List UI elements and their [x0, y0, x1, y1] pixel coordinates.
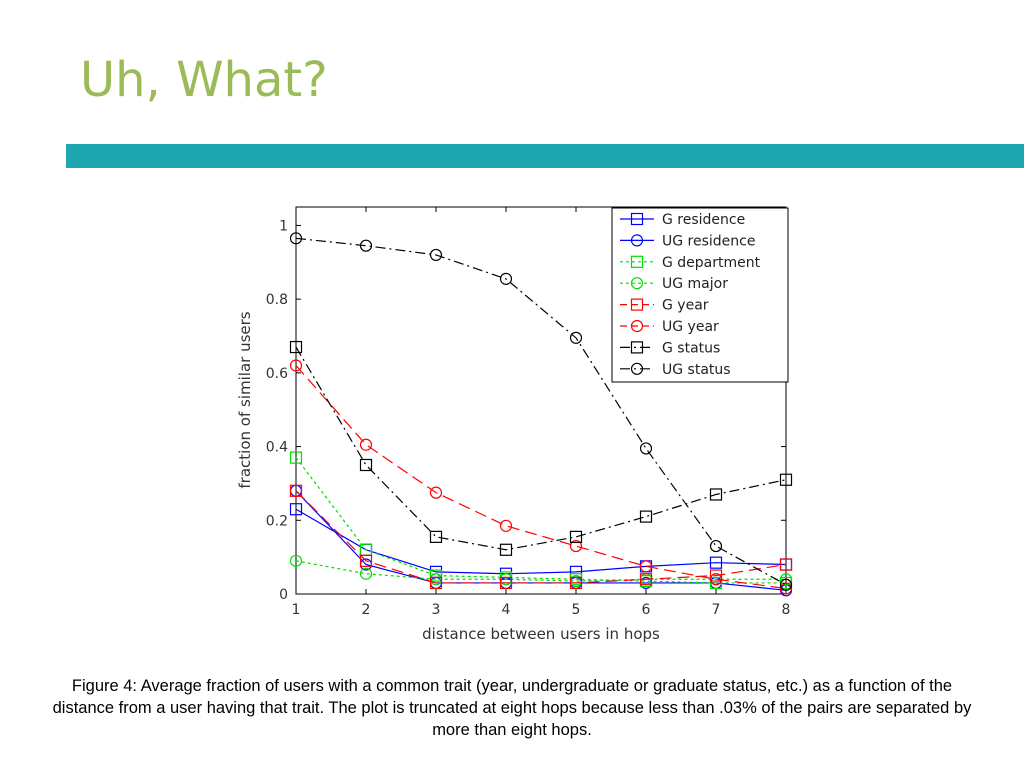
data-point-ug-year	[359, 438, 373, 451]
series-line-g-status	[295, 346, 787, 551]
x-tick-label: 1	[292, 602, 301, 618]
series-line-ug-status	[295, 237, 787, 586]
legend-marker	[630, 298, 644, 311]
x-tick-label: 4	[502, 602, 511, 618]
series-line-g-department	[295, 457, 786, 584]
legend-entry-g-residence: G residence	[620, 212, 745, 228]
data-point-g-status	[289, 340, 303, 354]
data-point-g-status	[429, 530, 443, 543]
data-point-ug-status	[359, 239, 373, 252]
title-accent-bar	[66, 144, 1024, 168]
data-point-ug-year	[499, 519, 513, 532]
legend-entry-g-department: G department	[620, 255, 761, 271]
y-axis-label: fraction of similar users	[236, 311, 254, 488]
x-axis-label: distance between users in hops	[422, 625, 660, 643]
legend-marker	[630, 319, 644, 333]
series-ug-year	[289, 359, 793, 595]
data-point-ug-year	[709, 573, 723, 586]
legend-label: UG major	[662, 276, 728, 292]
data-point-g-department	[289, 451, 303, 464]
data-point-g-residence	[289, 503, 303, 516]
series-lines	[289, 232, 793, 597]
data-point-g-year	[709, 569, 723, 582]
data-point-ug-major	[359, 567, 373, 580]
data-point-g-status	[359, 458, 373, 472]
data-point-ug-status	[639, 442, 653, 455]
legend-entry-ug-year: UG year	[620, 319, 719, 335]
data-point-g-status	[639, 510, 653, 523]
data-point-ug-year	[569, 539, 583, 553]
legend-marker	[630, 362, 644, 375]
legend-label: G residence	[662, 212, 745, 228]
legend-entry-ug-major: UG major	[620, 276, 728, 292]
data-point-g-status	[709, 488, 723, 501]
data-point-g-status	[499, 543, 513, 556]
legend-marker	[630, 234, 644, 247]
data-point-ug-status	[779, 578, 793, 591]
x-tick-label: 3	[432, 602, 441, 618]
legend-marker	[630, 277, 644, 290]
y-tick-label: 0	[279, 587, 288, 603]
data-point-ug-year	[639, 560, 653, 573]
series-line-ug-major	[295, 560, 786, 582]
line-chart: 1 2 3 4 5 6 7 8 0 0.2 0.4 0.6 0.8 1 distance between …	[236, 206, 793, 643]
data-point-g-department	[709, 576, 723, 590]
legend-entry-g-status: G status	[620, 340, 720, 356]
data-point-ug-status	[709, 539, 723, 553]
series-line-ug-year	[295, 365, 787, 590]
data-point-g-year	[569, 576, 583, 590]
legend-marker	[630, 341, 644, 354]
data-point-ug-year	[289, 359, 303, 372]
legend-label: G department	[662, 255, 761, 271]
data-point-g-status	[779, 473, 793, 486]
slide-title: Uh, What?	[80, 52, 328, 108]
x-tick-label: 2	[362, 602, 371, 618]
legend-label: UG year	[662, 319, 719, 335]
data-point-ug-year	[429, 486, 443, 499]
legend-label: G year	[662, 298, 709, 314]
series-line-g-year	[295, 490, 787, 584]
data-point-ug-status	[429, 248, 443, 262]
x-tick-label: 5	[572, 602, 581, 618]
data-point-ug-major	[289, 554, 303, 567]
legend: G residence UG residence G department UG ma…	[611, 207, 789, 383]
x-tick-label: 6	[642, 602, 651, 618]
legend-entry-ug-status: UG status	[620, 362, 731, 378]
series-g-status	[289, 340, 793, 556]
y-tick-label: 0.6	[266, 366, 288, 382]
legend-marker	[630, 255, 644, 268]
x-tick-label: 8	[782, 602, 791, 618]
y-tick-label: 1	[279, 218, 288, 234]
data-point-g-department	[429, 569, 443, 582]
legend-label: UG status	[662, 362, 731, 378]
legend-entry-ug-residence: UG residence	[620, 233, 755, 249]
y-tick-label: 0.2	[266, 513, 288, 529]
data-point-ug-major	[779, 573, 793, 586]
legend-label: G status	[662, 340, 720, 356]
data-point-g-year	[639, 573, 653, 586]
data-point-g-year	[499, 576, 513, 590]
legend-entry-g-year: G year	[620, 298, 709, 314]
x-tick-label: 7	[712, 602, 721, 618]
data-point-g-status	[569, 530, 583, 543]
data-point-ug-status	[499, 272, 513, 285]
y-tick-label: 0.8	[266, 292, 288, 308]
figure-caption: Figure 4: Average fraction of users with…	[52, 677, 972, 739]
series-g-year	[289, 484, 793, 590]
data-point-g-year	[289, 484, 303, 497]
data-point-g-year	[779, 558, 793, 571]
data-point-ug-status	[289, 232, 303, 245]
legend-marker	[630, 212, 644, 226]
data-point-g-year	[359, 554, 373, 567]
legend-label: UG residence	[662, 233, 755, 249]
data-point-g-residence	[709, 556, 723, 569]
data-point-ug-status	[569, 331, 583, 344]
series-ug-status	[289, 232, 793, 591]
data-point-ug-year	[779, 582, 793, 595]
axis-ticks: 1 2 3 4 5 6 7 8 0 0.2 0.4 0.6 0.8 1	[266, 207, 791, 618]
y-tick-label: 0.4	[266, 440, 288, 456]
data-point-g-year	[429, 576, 443, 590]
